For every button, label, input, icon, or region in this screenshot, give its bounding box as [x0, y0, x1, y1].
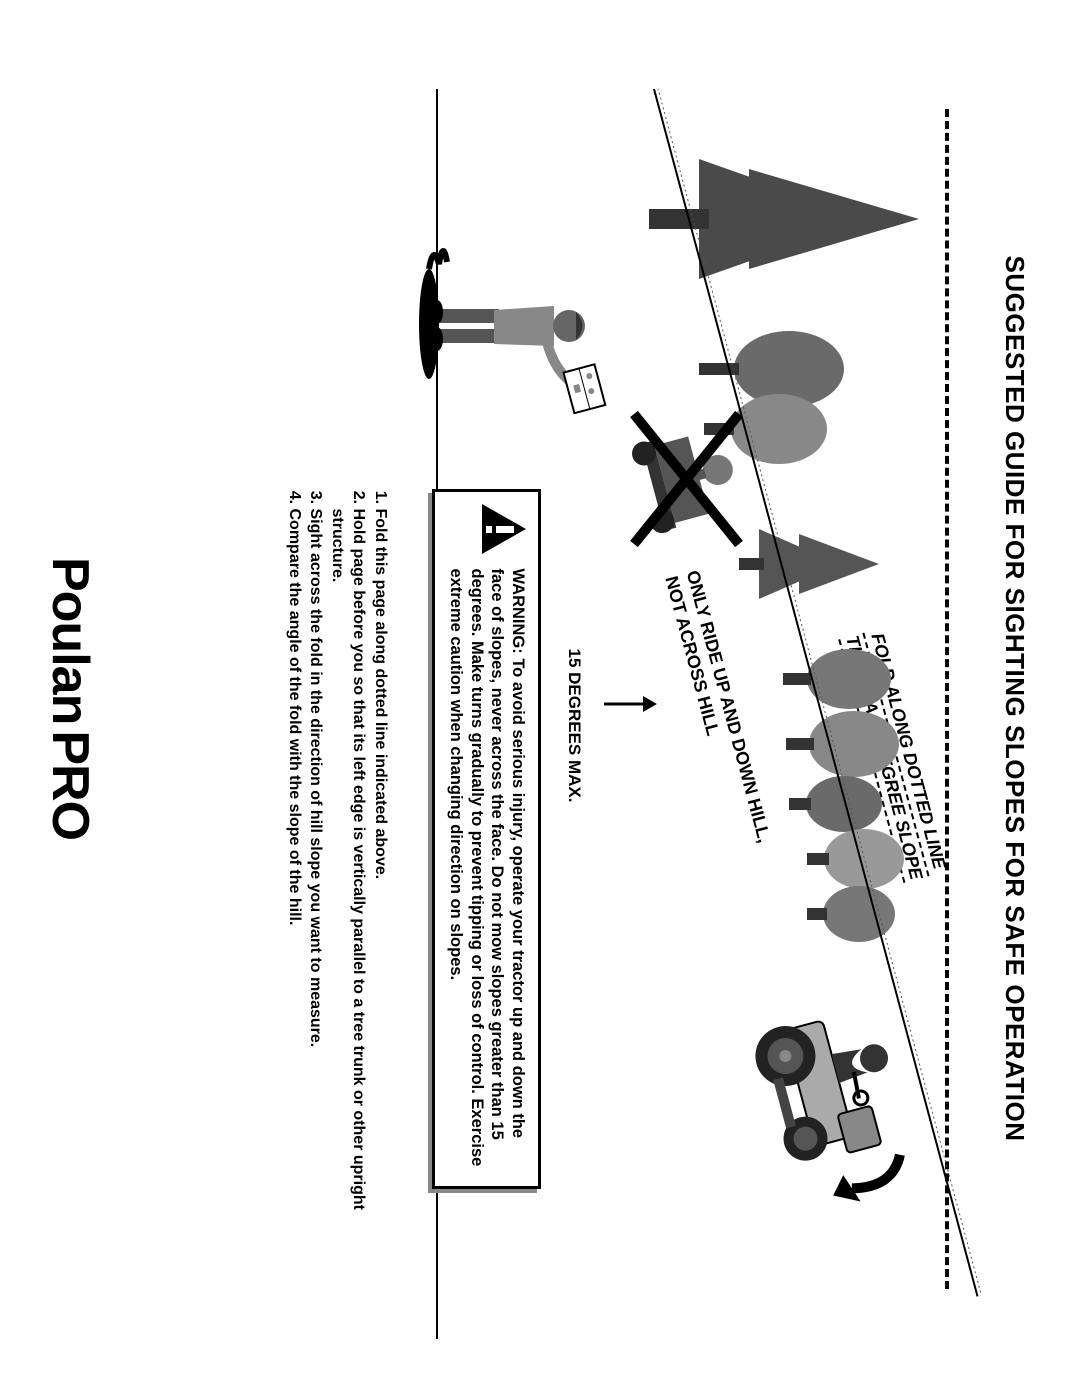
angle-arrow-icon: [589, 674, 659, 734]
brand-logo: Poulan PRO: [40, 0, 100, 1397]
instruction-1: Fold this page along dotted line indicat…: [369, 509, 391, 1249]
instruction-4: Compare the angle of the fold with the s…: [283, 509, 305, 1249]
tractor-correct: [739, 974, 939, 1234]
instructions-list: Fold this page along dotted line indicat…: [283, 489, 391, 1249]
instruction-3: Sight across the fold in the direction o…: [305, 509, 327, 1249]
brand-name-1: Poulan: [41, 557, 99, 724]
page-title: SUGGESTED GUIDE FOR SIGHTING SLOPES FOR …: [999, 90, 1030, 1307]
slope-diagram: FOLD ALONG DOTTED LINE THIS IS A 15 DEGR…: [329, 149, 979, 1249]
warning-box: WARNING: To avoid serious injury, operat…: [433, 489, 542, 1189]
tractor-wrong: [624, 399, 754, 559]
person-sighting: [409, 234, 609, 414]
instruction-2: Hold page before you so that its left ed…: [326, 509, 369, 1249]
warning-triangle-icon: [478, 502, 528, 557]
max-degrees-label: 15 DEGREES MAX.: [564, 649, 584, 803]
warning-text: WARNING: To avoid serious injury, operat…: [446, 569, 529, 1172]
brand-name-2: PRO: [41, 730, 99, 840]
